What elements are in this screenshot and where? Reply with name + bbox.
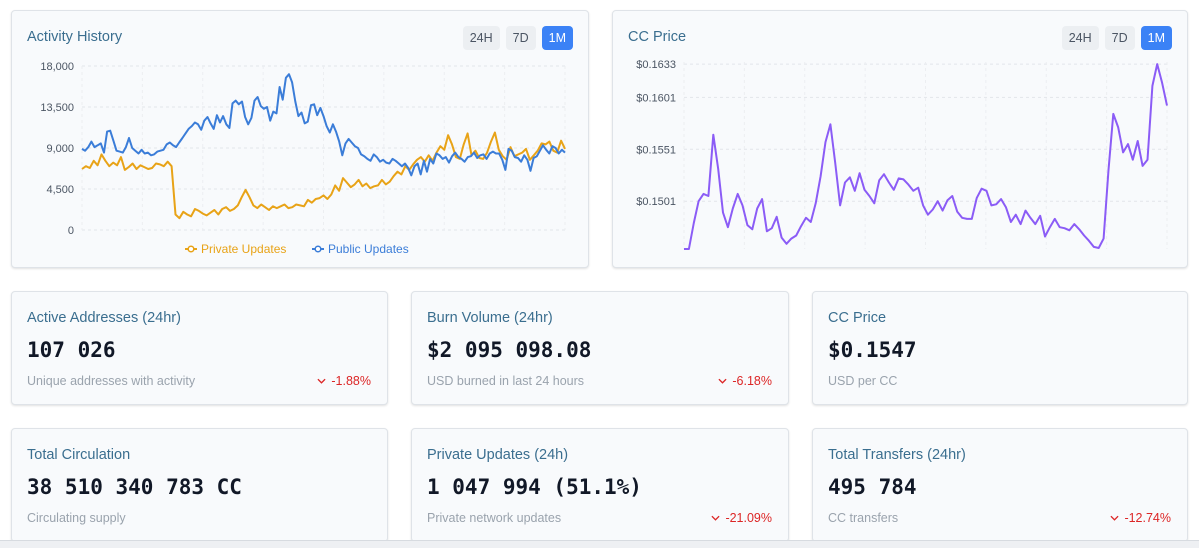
price-range-1m-button[interactable]: 1M [1140, 26, 1172, 50]
y-tick-label: 9,000 [46, 143, 74, 155]
stat-value: 495 784 [828, 475, 917, 499]
stat-title: Total Circulation [27, 447, 131, 463]
y-tick-label: $0.1601 [636, 92, 676, 104]
stat-change: -6.18% [718, 374, 772, 388]
cc-price-chart-title: CC Price [628, 29, 687, 45]
cc-price-chart-card: CC Price 24H 7D 1M $0.1633 $0.1601 $0.1551… [612, 10, 1188, 268]
legend-item-private-updates: Private Updates [185, 242, 286, 256]
activity-history-chart: 18,000 13,500 9,000 4,500 0 Private Updates Pu… [40, 61, 566, 256]
y-tick-label: 4,500 [46, 184, 74, 196]
stat-title: Burn Volume (24hr) [427, 310, 553, 326]
stat-card-active-addresses: Active Addresses (24hr) 107 026 Unique a… [11, 291, 388, 405]
stat-subtitle: Unique addresses with activity [27, 374, 196, 388]
stat-value: $2 095 098.08 [427, 338, 592, 362]
stat-subtitle: CC transfers [828, 511, 899, 525]
activity-range-selector: 24H 7D 1M [462, 26, 573, 50]
activity-history-card: Activity History 24H 7D 1M 18,000 13,500 9… [11, 10, 589, 268]
stat-value: 1 047 994 (51.1%) [427, 475, 642, 499]
stat-value: $0.1547 [828, 338, 917, 362]
legend-label: Public Updates [328, 242, 409, 256]
chevron-down-icon [317, 378, 326, 384]
stat-subtitle: USD burned in last 24 hours [427, 374, 585, 388]
stat-card-burn-volume: Burn Volume (24hr) $2 095 098.08 USD bur… [411, 291, 789, 405]
legend-marker [187, 245, 195, 253]
activity-range-1m-button[interactable]: 1M [541, 26, 573, 50]
stat-title: Total Transfers (24hr) [828, 447, 966, 463]
stat-change-value: -6.18% [732, 374, 772, 388]
y-tick-label: $0.1551 [636, 144, 676, 156]
stat-value: 38 510 340 783 CC [27, 475, 242, 499]
chevron-down-icon [711, 515, 721, 521]
series-line-public-updates [81, 73, 566, 177]
stat-subtitle: Circulating supply [27, 511, 126, 525]
stat-change-value: -12.74% [1124, 511, 1171, 525]
legend-item-public-updates: Public Updates [312, 242, 409, 256]
y-tick-label: 18,000 [40, 61, 74, 73]
activity-history-title: Activity History [27, 29, 123, 45]
price-range-selector: 24H 7D 1M [1061, 26, 1172, 50]
cc-price-chart: $0.1633 $0.1601 $0.1551 $0.1501 [636, 59, 1168, 250]
series-line-0 [684, 63, 1168, 250]
y-tick-label: 13,500 [40, 102, 74, 114]
price-range-24h-button[interactable]: 24H [1061, 26, 1099, 50]
y-tick-label: $0.1633 [636, 59, 676, 71]
y-tick-label: 0 [68, 225, 74, 237]
chevron-down-icon [718, 378, 727, 384]
stat-card-cc-price: CC Price $0.1547 USD per CC [812, 291, 1188, 405]
price-range-7d-button[interactable]: 7D [1104, 26, 1135, 50]
stat-title: Active Addresses (24hr) [27, 310, 181, 326]
stat-change-value: -1.88% [331, 374, 371, 388]
chevron-down-icon [1110, 515, 1120, 521]
stat-change: -21.09% [711, 511, 772, 525]
activity-range-24h-button[interactable]: 24H [462, 26, 500, 50]
stat-value: 107 026 [27, 338, 116, 362]
legend-marker [314, 245, 322, 253]
stat-card-private-updates: Private Updates (24h) 1 047 994 (51.1%) … [411, 428, 789, 542]
stat-title: CC Price [828, 310, 887, 326]
stat-subtitle: USD per CC [828, 374, 898, 388]
stat-change: -12.74% [1110, 511, 1171, 525]
stat-change-value: -21.09% [725, 511, 772, 525]
window-bottom-edge [0, 540, 1199, 548]
y-tick-label: $0.1501 [636, 196, 676, 208]
stat-subtitle: Private network updates [427, 511, 562, 525]
activity-range-7d-button[interactable]: 7D [505, 26, 536, 50]
stat-card-total-transfers: Total Transfers (24hr) 495 784 CC transf… [812, 428, 1188, 542]
stat-title: Private Updates (24h) [427, 447, 569, 463]
stat-card-total-circulation: Total Circulation 38 510 340 783 CC Circ… [11, 428, 388, 542]
stat-change: -1.88% [317, 374, 371, 388]
legend-label: Private Updates [201, 242, 286, 256]
